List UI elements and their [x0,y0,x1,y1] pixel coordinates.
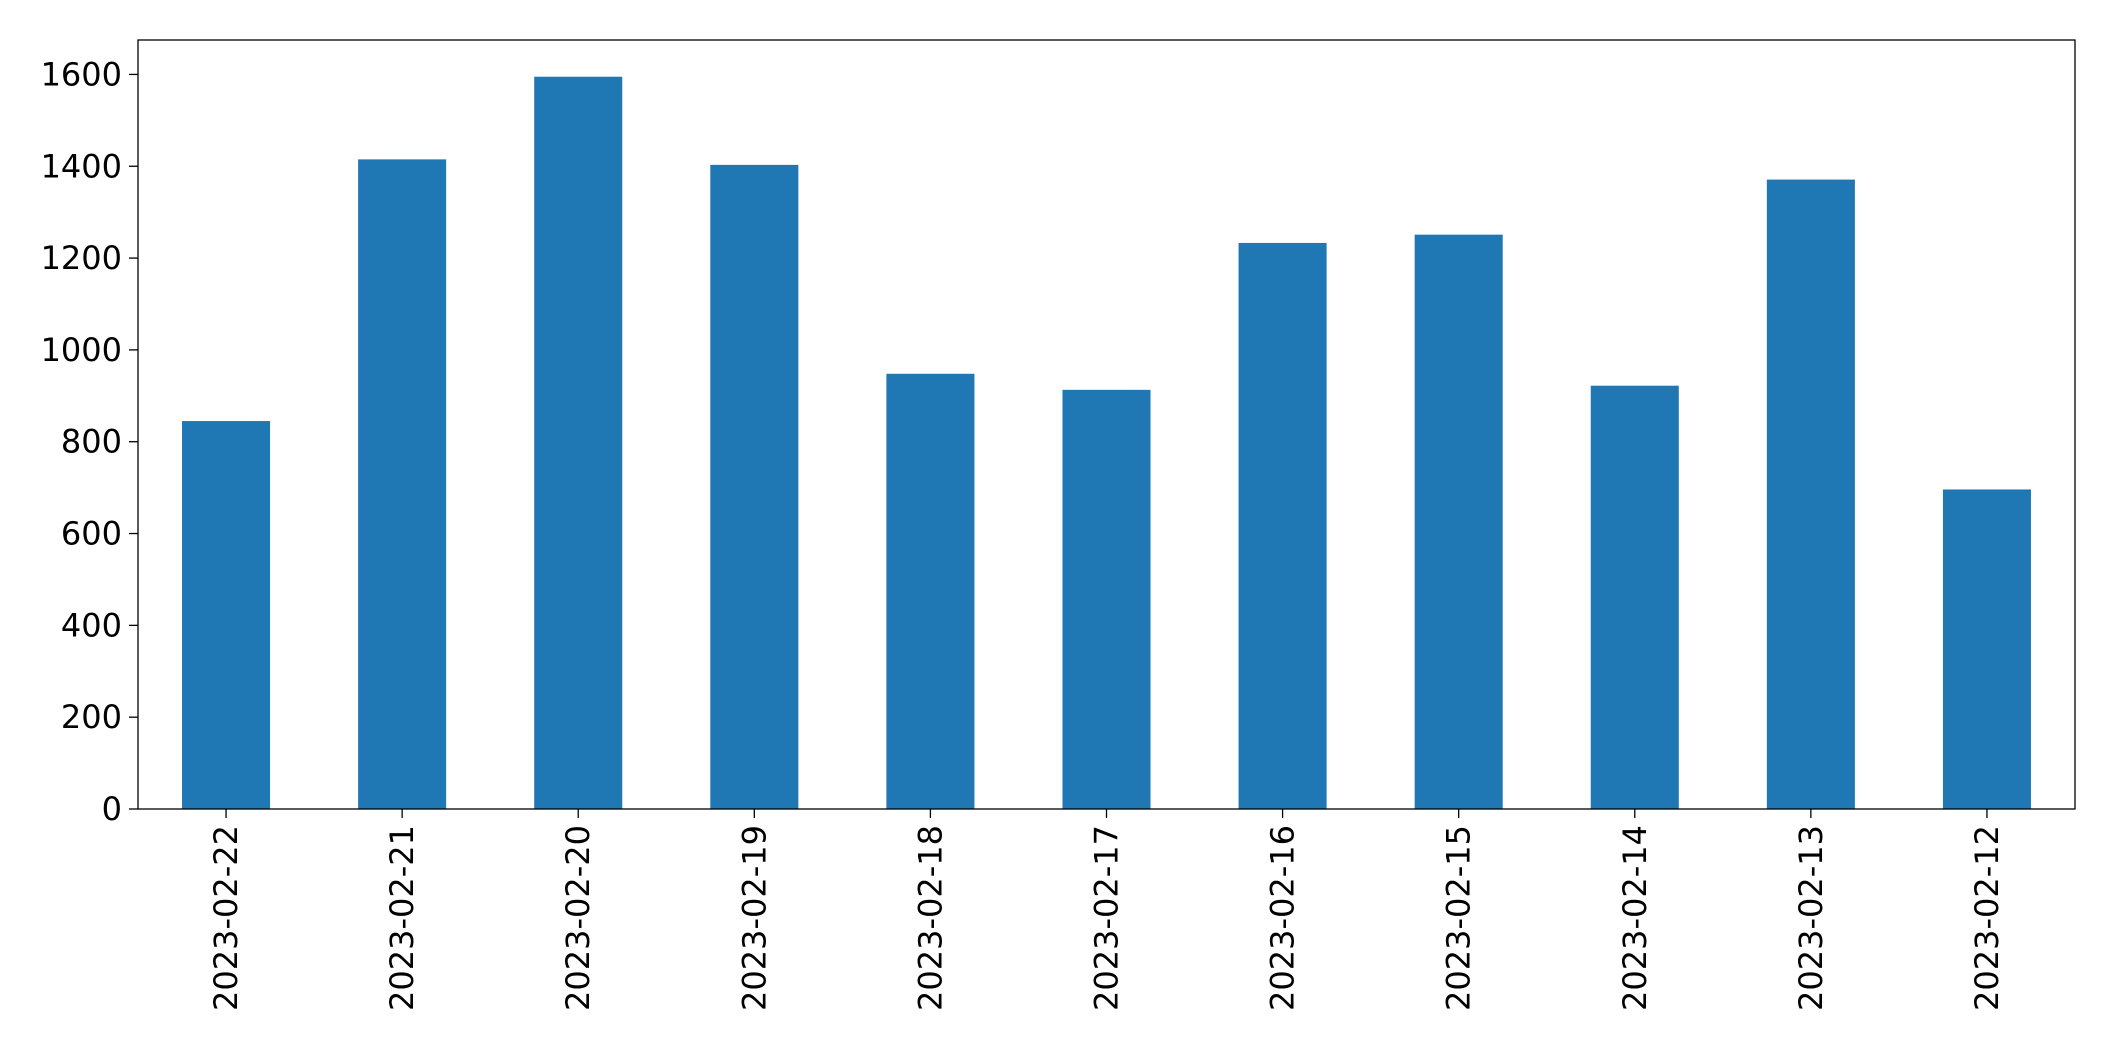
y-tick-label: 1200 [41,239,122,277]
y-tick-label: 1400 [41,147,122,185]
x-tick-label: 2023-02-19 [735,825,773,1011]
y-tick-label: 400 [61,606,122,644]
y-tick-label: 1600 [41,55,122,93]
bar [1942,489,2031,809]
bar [1766,179,1855,810]
x-tick-label: 2023-02-13 [1792,825,1830,1011]
x-tick-label: 2023-02-18 [911,825,949,1011]
bar [1590,385,1679,809]
y-tick-label: 600 [61,515,122,553]
x-tick-label: 2023-02-12 [1968,825,2006,1011]
x-tick-label: 2023-02-15 [1440,825,1478,1011]
bar [534,76,623,810]
bar [1062,389,1151,809]
x-tick-label: 2023-02-20 [559,825,597,1011]
x-tick-label: 2023-02-22 [207,825,245,1011]
bar [710,164,799,810]
y-tick-label: 200 [61,698,122,736]
y-tick-label: 800 [61,423,122,461]
y-tick-label: 1000 [41,331,122,369]
bar [886,373,975,809]
bar [1238,242,1327,809]
x-tick-label: 2023-02-14 [1616,825,1654,1011]
x-tick-label: 2023-02-16 [1264,825,1302,1011]
bar [358,159,447,809]
bar [1414,234,1503,810]
y-tick-label: 0 [102,790,122,828]
bar [182,421,271,809]
x-tick-label: 2023-02-21 [383,825,421,1011]
x-tick-label: 2023-02-17 [1088,825,1126,1011]
plot-frame [137,39,2076,810]
